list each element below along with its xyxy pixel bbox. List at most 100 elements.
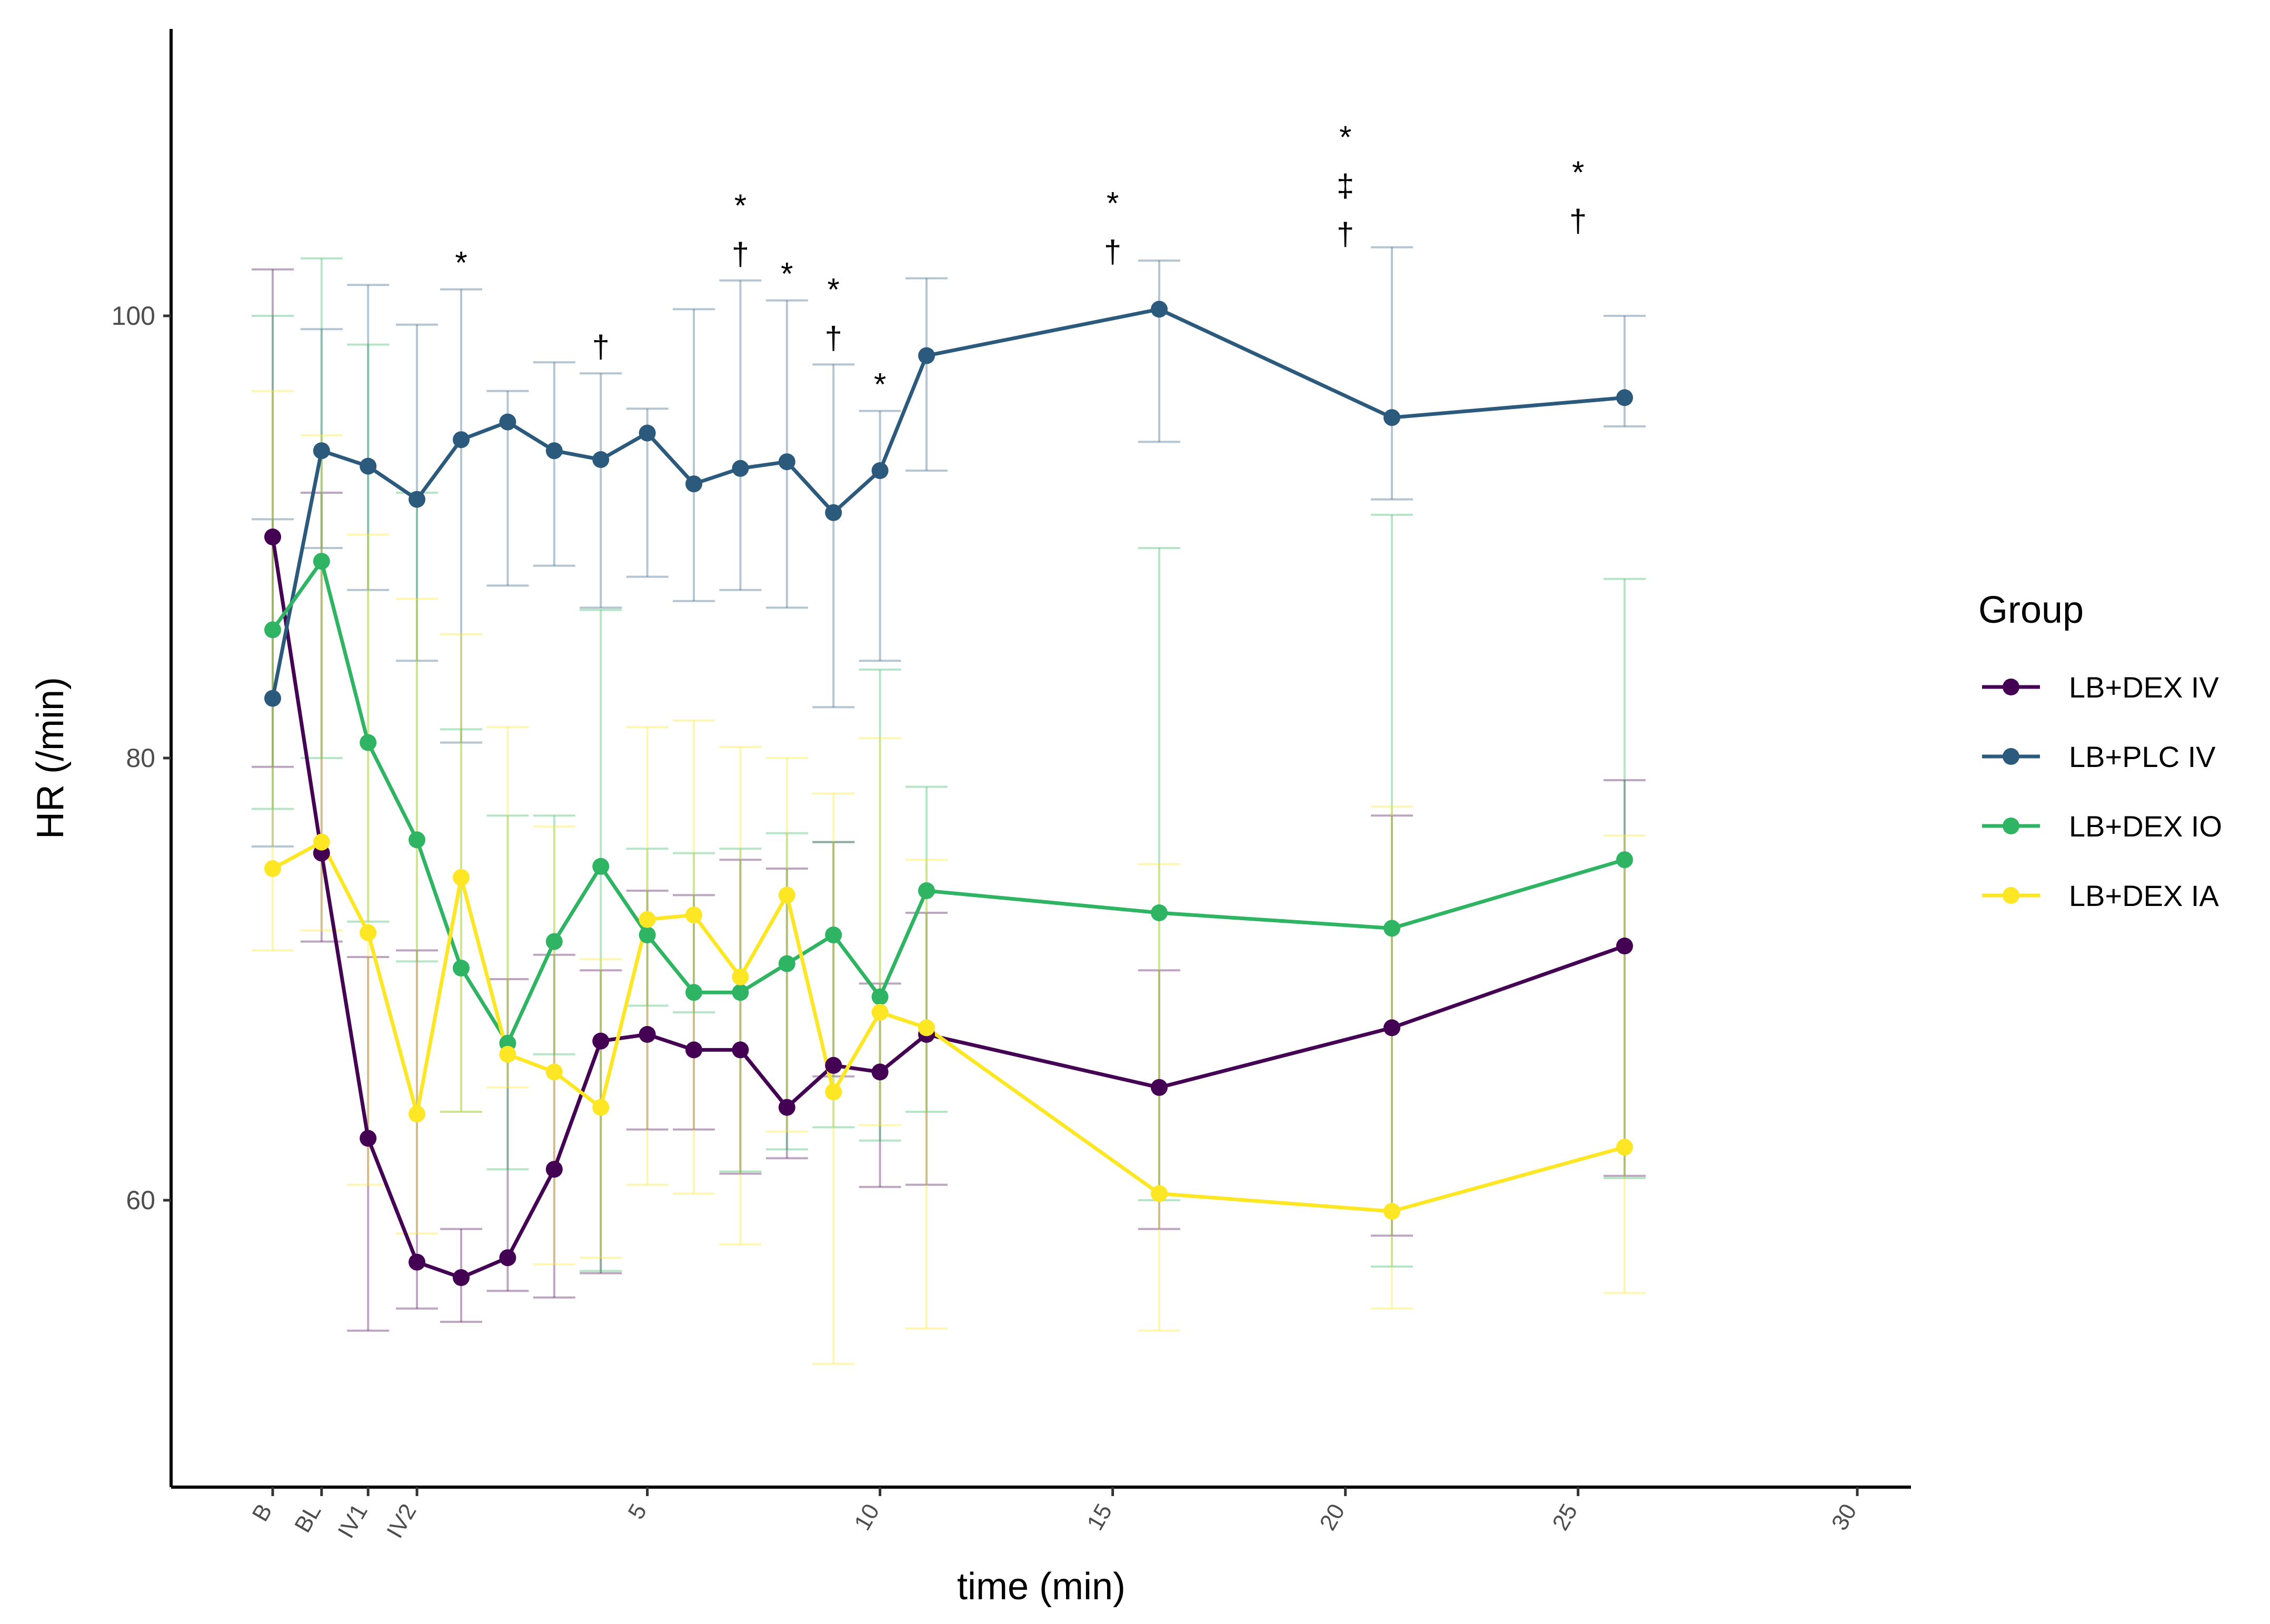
errorbar-s2-11 xyxy=(765,832,808,1151)
point-s3-9 xyxy=(685,906,703,924)
point-s2-15 xyxy=(1151,904,1168,921)
legend-item-LB+DEX IA: LB+DEX IA xyxy=(1982,879,2219,912)
point-s3-3 xyxy=(409,1105,426,1123)
point-s1-13 xyxy=(871,462,889,479)
point-s2-7 xyxy=(592,858,610,875)
errorbar-s3-8 xyxy=(626,726,669,1186)
y-axis-title: HR (/min) xyxy=(29,677,72,839)
errorbar-s3-0 xyxy=(252,390,294,952)
point-s1-14 xyxy=(918,347,935,364)
errorbar-s1-2 xyxy=(347,284,390,591)
legend-label: LB+DEX IO xyxy=(2069,810,2222,843)
errorbar-s1-7 xyxy=(580,372,622,609)
errorbar-s1-6 xyxy=(533,361,575,567)
point-s1-7 xyxy=(592,451,610,468)
errorbar-s2-16 xyxy=(1371,514,1413,1268)
legend-label: LB+PLC IV xyxy=(2069,740,2216,773)
errorbar-s2-14 xyxy=(905,785,948,1113)
y-tick-label-60: 60 xyxy=(126,1185,155,1215)
errorbar-s3-15 xyxy=(1138,863,1181,1332)
annotation-1-0: † xyxy=(592,329,610,364)
point-s2-4 xyxy=(453,960,470,977)
errorbar-s0-7 xyxy=(580,969,622,1274)
point-s2-17 xyxy=(1616,851,1634,869)
data-points xyxy=(264,301,1634,1286)
point-s3-17 xyxy=(1616,1139,1634,1156)
point-s3-7 xyxy=(592,1099,610,1116)
point-s1-1 xyxy=(313,442,330,460)
errorbar-s1-9 xyxy=(673,308,715,602)
errorbar-s2-0 xyxy=(252,315,294,810)
errorbar-s0-6 xyxy=(533,953,575,1299)
legend-item-LB+DEX IO: LB+DEX IO xyxy=(1982,810,2222,843)
point-s0-2 xyxy=(360,1130,377,1147)
point-s0-6 xyxy=(545,1161,563,1178)
point-s3-4 xyxy=(453,869,470,886)
errorbar-s3-9 xyxy=(673,719,715,1195)
errorbar-s1-15 xyxy=(1138,260,1181,443)
y-tick-label-80: 80 xyxy=(126,743,155,773)
legend-items: LB+DEX IV LB+PLC IV LB+DEX IO LB+DEX IA xyxy=(1982,671,2222,912)
errorbar-s3-3 xyxy=(396,597,439,1234)
errorbar-s3-6 xyxy=(533,825,575,1266)
point-s2-2 xyxy=(360,734,377,751)
point-s1-3 xyxy=(409,491,426,508)
x-tick-label-15: 15 xyxy=(1082,1500,1117,1535)
annotation-8-0: * xyxy=(1572,155,1584,190)
errorbar-s2-13 xyxy=(859,669,901,1142)
errorbar-s2-4 xyxy=(440,728,483,1113)
annotation-2-0: * xyxy=(734,188,746,223)
x-tick-label-IV1: IV1 xyxy=(333,1500,372,1543)
point-s3-5 xyxy=(499,1045,516,1063)
legend-marker xyxy=(2003,818,2019,834)
x-tick-label-BL: BL xyxy=(290,1500,326,1537)
significance-annotations: * † * † * * † * * † * ‡ † * † xyxy=(455,119,1587,402)
errorbar-s0-5 xyxy=(486,978,529,1292)
x-tick-label-IV2: IV2 xyxy=(382,1500,421,1543)
point-s0-11 xyxy=(778,1099,795,1116)
errorbar-s1-1 xyxy=(300,328,343,549)
point-s0-9 xyxy=(685,1041,703,1059)
point-s0-13 xyxy=(871,1063,889,1081)
point-s0-5 xyxy=(499,1249,516,1267)
point-s1-12 xyxy=(825,504,842,521)
point-s2-13 xyxy=(871,988,889,1005)
x-ticks: B BL IV1 IV2 5 10 15 20 25 30 xyxy=(247,1487,1862,1542)
errorbar-s3-5 xyxy=(486,726,529,1089)
errorbar-s2-2 xyxy=(347,343,390,923)
point-s3-8 xyxy=(639,911,656,928)
x-tick-label-20: 20 xyxy=(1315,1500,1350,1535)
series-line-LB+DEX IV xyxy=(271,536,1626,1280)
point-s0-15 xyxy=(1151,1079,1168,1096)
annotation-6-0: * xyxy=(1107,186,1119,221)
point-s3-6 xyxy=(545,1063,563,1081)
point-s2-3 xyxy=(409,831,426,849)
point-s3-14 xyxy=(918,1019,935,1037)
point-s2-9 xyxy=(685,984,703,1001)
point-s1-11 xyxy=(778,453,795,471)
point-s1-2 xyxy=(360,457,377,475)
point-s2-8 xyxy=(639,926,656,943)
annotation-0-0: * xyxy=(455,245,467,281)
point-s2-16 xyxy=(1383,920,1401,937)
annotation-7-0: * xyxy=(1339,119,1351,155)
annotation-7-1: ‡ xyxy=(1337,168,1354,203)
series-lines xyxy=(271,307,1626,1280)
point-s3-15 xyxy=(1151,1185,1168,1202)
errorbar-s1-4 xyxy=(440,288,483,744)
series-line-LB+DEX IO xyxy=(271,559,1625,1045)
point-s2-11 xyxy=(778,955,795,972)
point-s0-16 xyxy=(1383,1019,1401,1037)
point-s3-2 xyxy=(360,924,377,941)
point-s3-11 xyxy=(778,886,795,904)
legend-title: Group xyxy=(1978,589,2084,631)
point-s2-6 xyxy=(545,933,563,950)
annotation-4-1: † xyxy=(825,320,842,355)
point-s0-4 xyxy=(453,1269,470,1286)
errorbar-s0-14 xyxy=(905,912,948,1186)
x-tick-label-30: 30 xyxy=(1827,1500,1862,1535)
errorbar-s2-7 xyxy=(580,609,622,1272)
errorbar-s3-17 xyxy=(1604,834,1646,1294)
legend-item-LB+PLC IV: LB+PLC IV xyxy=(1982,740,2216,773)
